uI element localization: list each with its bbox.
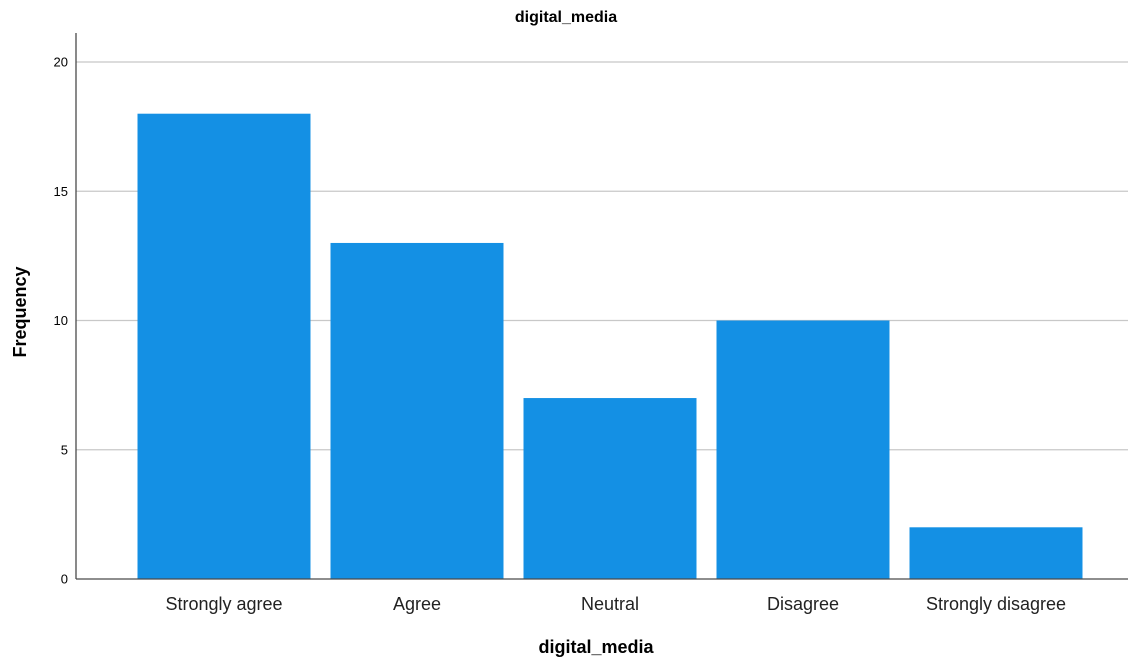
bars xyxy=(137,113,1083,579)
axes xyxy=(75,33,1128,580)
x-tick-label: Strongly disagree xyxy=(926,594,1066,614)
x-tick-label: Agree xyxy=(393,594,441,614)
y-tick-label: 5 xyxy=(61,442,68,457)
y-tick-label: 0 xyxy=(61,572,68,587)
x-tick-label: Strongly agree xyxy=(165,594,282,614)
x-axis-title: digital_media xyxy=(538,637,654,657)
y-tick-label: 15 xyxy=(54,184,68,199)
bar-disagree xyxy=(716,320,890,579)
y-axis-title: Frequency xyxy=(10,266,30,357)
y-tick-labels: 0 5 10 15 20 xyxy=(54,55,68,587)
x-tick-labels: Strongly agree Agree Neutral Disagree Strong… xyxy=(165,594,1066,614)
y-tick-label: 20 xyxy=(54,55,68,70)
bar-neutral xyxy=(523,398,697,579)
bar-strongly-disagree xyxy=(909,527,1083,579)
bar-strongly-agree xyxy=(137,113,311,579)
y-tick-label: 10 xyxy=(54,313,68,328)
chart-title: digital_media xyxy=(515,9,617,26)
x-tick-label: Neutral xyxy=(581,594,639,614)
x-tick-label: Disagree xyxy=(767,594,839,614)
bar-agree xyxy=(330,242,504,579)
